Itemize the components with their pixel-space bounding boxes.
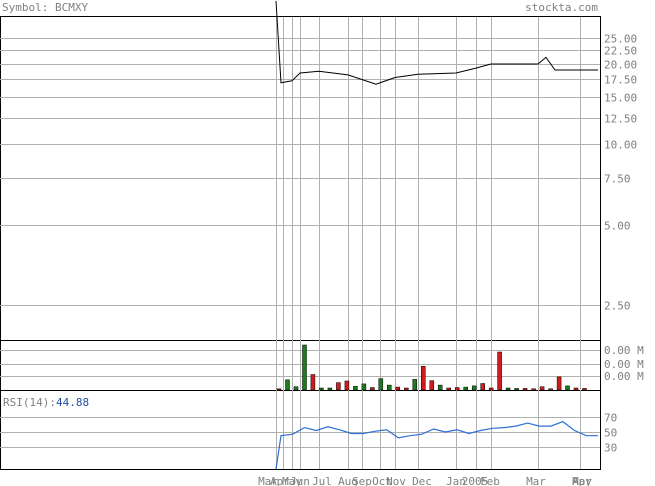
rsi-series: [275, 420, 598, 470]
volume-bar: [446, 387, 451, 391]
x-axis-label: Jul: [312, 475, 332, 486]
price-tick-label: 25.00: [604, 33, 637, 46]
volume-tick-label: 0.00 M: [604, 370, 644, 383]
volume-bar: [395, 386, 401, 391]
price-tick-label: 22.50: [604, 45, 637, 58]
volume-bar: [463, 386, 468, 391]
x-axis-label: 2005: [462, 475, 489, 486]
volume-bar: [293, 386, 299, 391]
price-tick-label: 12.50: [604, 113, 637, 126]
volume-bar: [539, 386, 545, 391]
volume-bar: [429, 380, 435, 391]
rsi-line: [275, 420, 598, 470]
x-axis-label: Nov: [386, 475, 406, 486]
price-tick-label: 20.00: [604, 59, 637, 72]
volume-bar: [387, 384, 392, 391]
grid-layer: [0, 17, 600, 469]
price-tick-label: 15.00: [604, 92, 637, 105]
x-axis-label: Jun: [290, 475, 310, 486]
price-tick-label: 10.00: [604, 139, 637, 152]
volume-bar: [573, 387, 579, 391]
volume-bar: [302, 344, 307, 391]
x-axis-label: Sep: [352, 475, 372, 486]
volume-bar: [522, 388, 528, 391]
volume-bar: [437, 384, 443, 391]
x-axis-label: Mar: [258, 475, 278, 486]
volume-bar: [421, 366, 426, 391]
volume-bar: [344, 380, 350, 391]
volume-bar: [548, 388, 553, 391]
rsi-label: RSI(14):: [3, 396, 56, 409]
symbol-label: Symbol: BCMXY: [2, 1, 88, 14]
rsi-value: 44.88: [56, 396, 89, 409]
volume-tick-label: 0.00 M: [604, 358, 644, 371]
x-axis-label: Apr: [270, 475, 290, 486]
volume-bar: [404, 387, 409, 391]
rsi-tick-label: 50: [604, 427, 617, 440]
volume-bar: [285, 379, 290, 391]
volume-bar: [361, 383, 367, 391]
x-axis-label: Oct: [372, 475, 392, 486]
x-axis-label: May: [282, 475, 302, 486]
x-axis-label: May: [572, 475, 592, 486]
x-axis-label: Feb: [480, 475, 500, 486]
price-line: [275, 0, 598, 85]
price-tick-label: 17.50: [604, 74, 637, 87]
volume-bar: [327, 387, 333, 391]
volume-series: [276, 344, 587, 391]
price-tick-label: 7.50: [604, 173, 631, 186]
rsi-tick-label: 30: [604, 442, 617, 455]
x-axis-label: Jan: [446, 475, 466, 486]
price-tick-label: 2.50: [604, 300, 631, 313]
volume-bar: [505, 387, 511, 391]
volume-bar: [565, 385, 570, 391]
volume-bar: [488, 387, 494, 391]
price-tick-label: 5.00: [604, 220, 631, 233]
volume-bar: [556, 376, 562, 391]
volume-bar: [310, 374, 316, 391]
volume-tick-label: 0.00 M: [604, 344, 644, 357]
volume-bar: [531, 388, 536, 391]
x-axis-label: Apr: [572, 475, 592, 486]
volume-bar: [319, 387, 324, 391]
volume-bar: [514, 388, 519, 391]
volume-bar: [480, 383, 485, 391]
volume-bar: [471, 385, 477, 391]
brand-label: stockta.com: [525, 1, 598, 14]
rsi-label-group: RSI(14):44.88: [3, 396, 89, 409]
volume-bar: [276, 388, 282, 391]
volume-bar: [497, 351, 502, 391]
x-axis-label: Dec: [412, 475, 432, 486]
price-series: [275, 0, 598, 85]
volume-bar: [353, 386, 358, 391]
x-axis-label: Aug: [338, 475, 358, 486]
x-axis-label: Mar: [526, 475, 546, 486]
volume-bar: [336, 382, 341, 391]
volume-bar: [454, 387, 460, 391]
volume-bar: [412, 379, 418, 391]
volume-bar: [582, 388, 587, 391]
volume-bar: [378, 378, 384, 391]
rsi-tick-label: 70: [604, 412, 617, 425]
volume-bar: [370, 387, 375, 391]
